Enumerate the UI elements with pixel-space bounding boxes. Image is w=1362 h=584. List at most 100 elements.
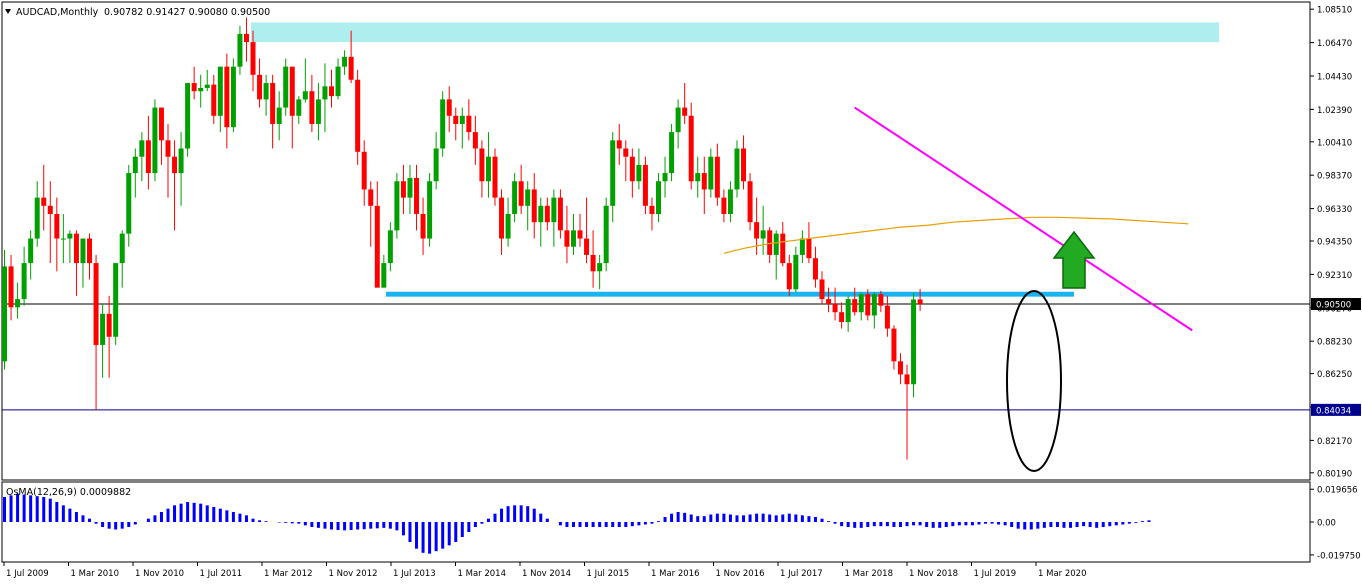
candle [342,50,348,75]
candle [479,140,485,198]
candle-body [60,238,66,240]
level-price-tag-label: 0.84034 [1316,406,1351,416]
candle [793,246,799,293]
candle-body [217,66,223,116]
candle-body [211,84,217,116]
price-tick-label: 0.98370 [1317,172,1352,182]
candle [8,254,14,321]
price-tick-label: 0.80190 [1317,469,1352,479]
candle-body [871,294,877,316]
candle-body [649,205,655,214]
candle [629,148,635,198]
candle-body [250,42,256,75]
candle [897,353,903,385]
up-arrow-icon[interactable] [1052,230,1096,289]
candle [172,140,178,231]
candle-body [41,197,47,206]
candle-body [551,197,557,223]
candle-body [361,151,367,190]
candle-body [629,156,635,182]
candle-body [185,83,191,149]
highlight-ellipse[interactable] [1006,290,1062,472]
candle [505,197,511,247]
candle-body [884,305,890,329]
candle [185,83,191,157]
candle-body [145,140,151,174]
candle [538,197,544,247]
candle [557,189,563,239]
candle-body [466,115,472,133]
candle [721,189,727,223]
time-tick-label: 1 Mar 2020 [1038,569,1086,579]
candle-body [780,233,786,264]
candle [67,230,73,264]
candle [747,173,753,231]
candle [878,290,884,313]
price-tick-label: 0.82170 [1317,437,1352,447]
time-tick-label: 1 Mar 2012 [264,569,312,579]
candle-body [198,87,204,92]
candle-body [564,230,570,247]
candle [734,140,740,198]
time-tick-label: 1 Jul 2017 [780,569,823,579]
candle-body [355,79,361,152]
candle-body [243,33,249,43]
price-tick-label: 0.94350 [1317,238,1352,248]
candle [688,102,694,190]
candlestick-series [2,17,923,460]
time-tick-label: 1 Jul 2013 [393,569,436,579]
candle [669,123,675,182]
candle [616,123,622,165]
time-tick-label: 1 Nov 2010 [135,569,184,579]
candle-body [87,238,93,264]
candle [322,63,328,133]
candle-body [158,107,164,141]
candle-body [453,115,459,124]
candle [525,181,531,231]
candle [786,254,792,296]
candle [492,148,498,206]
candle [152,99,158,182]
candle [865,289,871,321]
candle-body [73,233,79,264]
candle-body [257,74,263,100]
candle-body [747,181,753,223]
candle [708,148,714,198]
candle [577,213,583,247]
candle-body [911,299,917,385]
time-tick-label: 1 Nov 2014 [522,569,571,579]
resistance-zone [251,22,1219,43]
candle-body [342,56,348,67]
candle-body [897,361,903,375]
time-tick-label: 1 Mar 2014 [458,569,506,579]
candle-body [381,263,387,288]
candle [858,292,864,321]
candle-body [721,197,727,214]
candle [433,132,439,190]
candle [852,287,858,316]
candle [675,99,681,149]
time-tick-label: 1 Mar 2016 [651,569,699,579]
candle-body [557,197,563,231]
candle-body [322,86,328,100]
candle [348,30,354,84]
symbol-menu-triangle-icon[interactable] [5,9,11,14]
candle [597,254,603,290]
osma-title: OsMA(12,26,9) 0.0009882 [6,487,131,498]
candle-body [878,294,884,306]
downtrend-line[interactable] [854,106,1193,332]
candle-body [656,181,661,214]
time-axis: 1 Jul 2009 1 Mar 2010 1 Nov 2010 1 Jul 2011… [3,562,1086,579]
time-tick-label: 1 Mar 2018 [845,569,893,579]
candle-body [459,115,465,124]
moving-average-line[interactable] [723,216,1189,254]
candle-body [100,313,106,345]
candle-body [126,173,132,234]
candle-body [904,374,910,385]
candle [642,156,648,214]
candle-body [237,33,243,67]
candle [113,263,119,345]
candle [315,83,321,141]
candle-body [544,205,550,223]
